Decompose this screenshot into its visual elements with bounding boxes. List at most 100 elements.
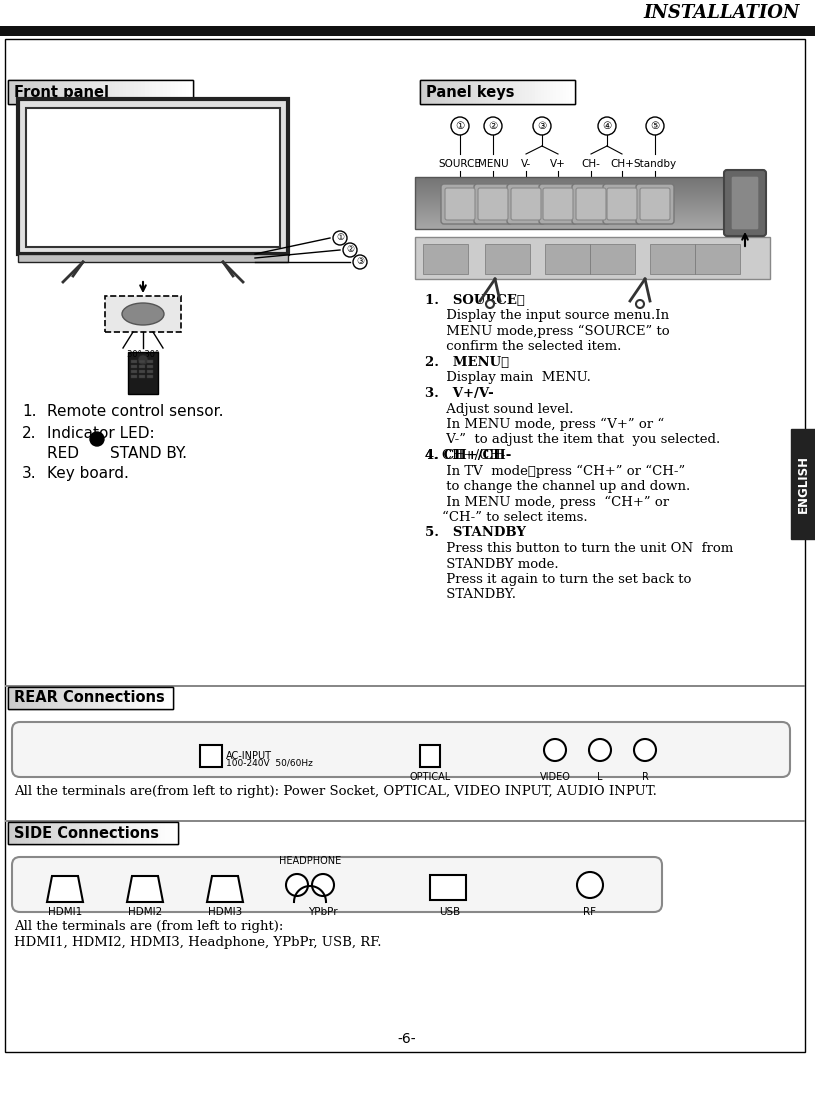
Text: Front panel: Front panel (14, 84, 109, 100)
Text: RF: RF (584, 907, 597, 917)
Bar (86, 80, 90, 104)
Bar (695, 244, 740, 274)
Text: REAR Connections: REAR Connections (14, 690, 165, 706)
Bar (51, 822, 55, 843)
Bar (170, 822, 174, 843)
Bar (553, 80, 557, 104)
Circle shape (577, 872, 603, 898)
Text: HDMI2: HDMI2 (128, 907, 162, 917)
Bar (147, 370, 153, 373)
Bar (139, 365, 145, 368)
Text: Indicator LED:: Indicator LED: (47, 426, 155, 441)
FancyBboxPatch shape (607, 188, 637, 220)
Bar (62, 687, 67, 709)
Bar (415, 177, 725, 229)
Text: 30° 30°: 30° 30° (127, 350, 159, 359)
Bar (5, 685, 805, 687)
Text: -6-: -6- (398, 1032, 416, 1046)
Text: YPbPr: YPbPr (308, 907, 337, 917)
Text: 1.: 1. (22, 404, 37, 419)
Bar (45, 687, 51, 709)
Circle shape (312, 874, 334, 896)
Circle shape (484, 117, 502, 135)
Text: ③: ③ (356, 257, 364, 267)
Bar (445, 80, 449, 104)
FancyBboxPatch shape (474, 184, 512, 224)
Text: INSTALLATION: INSTALLATION (644, 4, 800, 22)
Bar (522, 80, 526, 104)
Bar (433, 80, 437, 104)
Text: 4. CH+/CH-: 4. CH+/CH- (425, 449, 511, 462)
Bar (119, 687, 125, 709)
Text: ②: ② (346, 245, 354, 255)
Text: AC-INPUT: AC-INPUT (226, 750, 272, 761)
FancyBboxPatch shape (445, 188, 475, 220)
Text: STAND BY.: STAND BY. (110, 446, 187, 461)
Bar (156, 80, 161, 104)
Bar (497, 80, 501, 104)
Text: 4. CH+/CH-: 4. CH+/CH- (425, 449, 505, 462)
Bar (97, 80, 102, 104)
Text: ⑤: ⑤ (650, 121, 659, 131)
FancyBboxPatch shape (12, 857, 662, 912)
Text: ④: ④ (602, 121, 611, 131)
FancyBboxPatch shape (636, 184, 674, 224)
Bar (49, 80, 54, 104)
Bar (519, 80, 523, 104)
Bar (86, 687, 91, 709)
Bar (74, 687, 79, 709)
Bar (169, 687, 174, 709)
Text: SIDE Connections: SIDE Connections (14, 826, 159, 840)
Bar (139, 360, 145, 363)
Bar (128, 687, 133, 709)
Bar (68, 822, 73, 843)
Bar (8, 822, 13, 843)
Bar (139, 370, 145, 373)
Text: Press it again to turn the set back to: Press it again to turn the set back to (425, 573, 691, 586)
Text: CH-: CH- (582, 159, 601, 168)
Bar (139, 822, 145, 843)
Bar (0, 0, 815, 26)
Bar (80, 822, 86, 843)
Bar (513, 80, 517, 104)
Text: “CH-” to select items.: “CH-” to select items. (425, 511, 588, 524)
Bar (111, 687, 117, 709)
Bar (5, 820, 805, 822)
Bar (42, 80, 46, 104)
Bar (136, 687, 141, 709)
Text: V-”  to adjust the item that  you selected.: V-” to adjust the item that you selected… (425, 433, 720, 446)
Bar (59, 822, 64, 843)
Bar (71, 80, 76, 104)
Bar (152, 822, 158, 843)
Text: USB: USB (439, 907, 460, 917)
Bar (64, 822, 68, 843)
FancyBboxPatch shape (572, 184, 610, 224)
Circle shape (589, 740, 611, 761)
Bar (75, 80, 79, 104)
Bar (85, 822, 90, 843)
Bar (131, 360, 137, 363)
Bar (531, 80, 535, 104)
Text: R: R (641, 772, 649, 782)
Bar (147, 375, 153, 379)
Bar (45, 80, 50, 104)
Bar (112, 80, 117, 104)
Bar (16, 687, 21, 709)
Circle shape (646, 117, 664, 135)
FancyBboxPatch shape (511, 188, 541, 220)
Bar (110, 822, 115, 843)
Bar (58, 687, 63, 709)
Bar (103, 687, 108, 709)
Bar (107, 687, 112, 709)
Bar (174, 822, 179, 843)
Text: 2.: 2. (22, 426, 37, 441)
Bar (145, 80, 150, 104)
Text: HDMI3: HDMI3 (208, 907, 242, 917)
Bar (8, 687, 173, 709)
Bar (8, 80, 193, 104)
Bar (182, 80, 187, 104)
Bar (46, 822, 51, 843)
Bar (791, 429, 815, 539)
Bar (545, 244, 590, 274)
Text: MENU: MENU (478, 159, 509, 168)
